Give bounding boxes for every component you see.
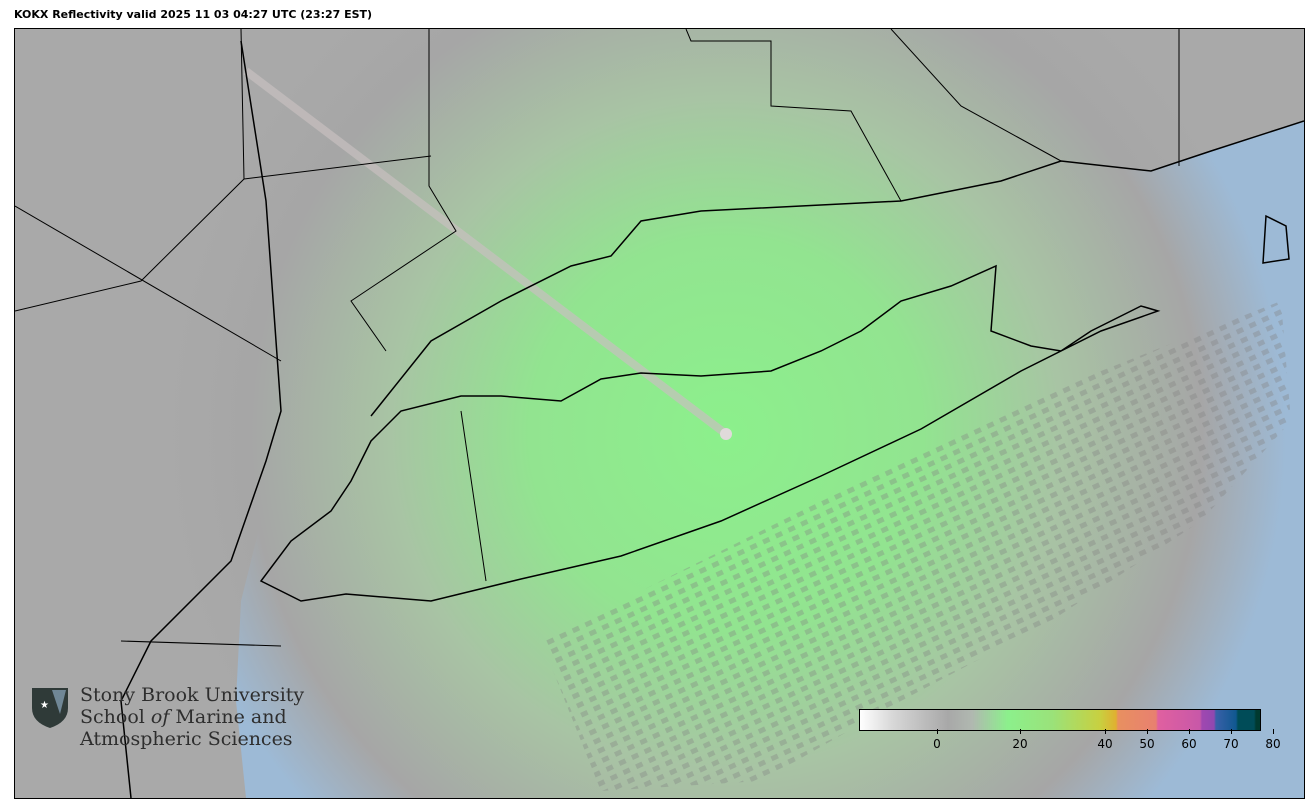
svg-text:★: ★ xyxy=(40,700,49,711)
colorbar-tick xyxy=(1273,729,1274,734)
colorbar-label: 40 xyxy=(1097,737,1113,751)
block-island xyxy=(1262,214,1290,264)
logo-line2-b: of xyxy=(150,706,170,728)
colorbar-tick xyxy=(1147,729,1148,734)
radar-map xyxy=(14,28,1305,799)
colorbar-tick xyxy=(1020,729,1021,734)
colorbar-label: 70 xyxy=(1223,737,1239,751)
colorbar-tick xyxy=(1189,729,1190,734)
radar-site-marker xyxy=(720,428,732,440)
colorbar-tick xyxy=(1105,729,1106,734)
boundaries xyxy=(15,29,1180,647)
colorbar-label: 80 xyxy=(1265,737,1281,751)
sbu-logo: ★ Stony Brook University School of Marin… xyxy=(30,684,304,750)
logo-line3: Atmospheric Sciences xyxy=(80,728,293,750)
colorbar-label: 20 xyxy=(1012,737,1028,751)
colorbar-tick xyxy=(937,729,938,734)
nj-coast xyxy=(120,40,282,798)
colorbar-label: 60 xyxy=(1181,737,1197,751)
long-island-outline xyxy=(259,264,1161,602)
colorbar-tick xyxy=(1231,729,1232,734)
connecticut-coast xyxy=(370,120,1304,417)
shield-logo-icon: ★ xyxy=(32,688,68,728)
colorbar-label: 0 xyxy=(933,737,941,751)
sea-clutter xyxy=(541,301,1291,791)
coastlines xyxy=(120,40,1304,798)
logo-line2-a: School xyxy=(80,706,151,728)
logo-line2: School of Marine and xyxy=(80,706,304,728)
logo-line1: Stony Brook University xyxy=(80,684,305,706)
reflectivity-colorbar xyxy=(859,709,1261,731)
map-title: KOKX Reflectivity valid 2025 11 03 04:27… xyxy=(14,8,373,21)
logo-line2-c: Marine and xyxy=(169,706,287,728)
colorbar-label: 50 xyxy=(1139,737,1155,751)
radar-map-canvas xyxy=(15,29,1304,798)
